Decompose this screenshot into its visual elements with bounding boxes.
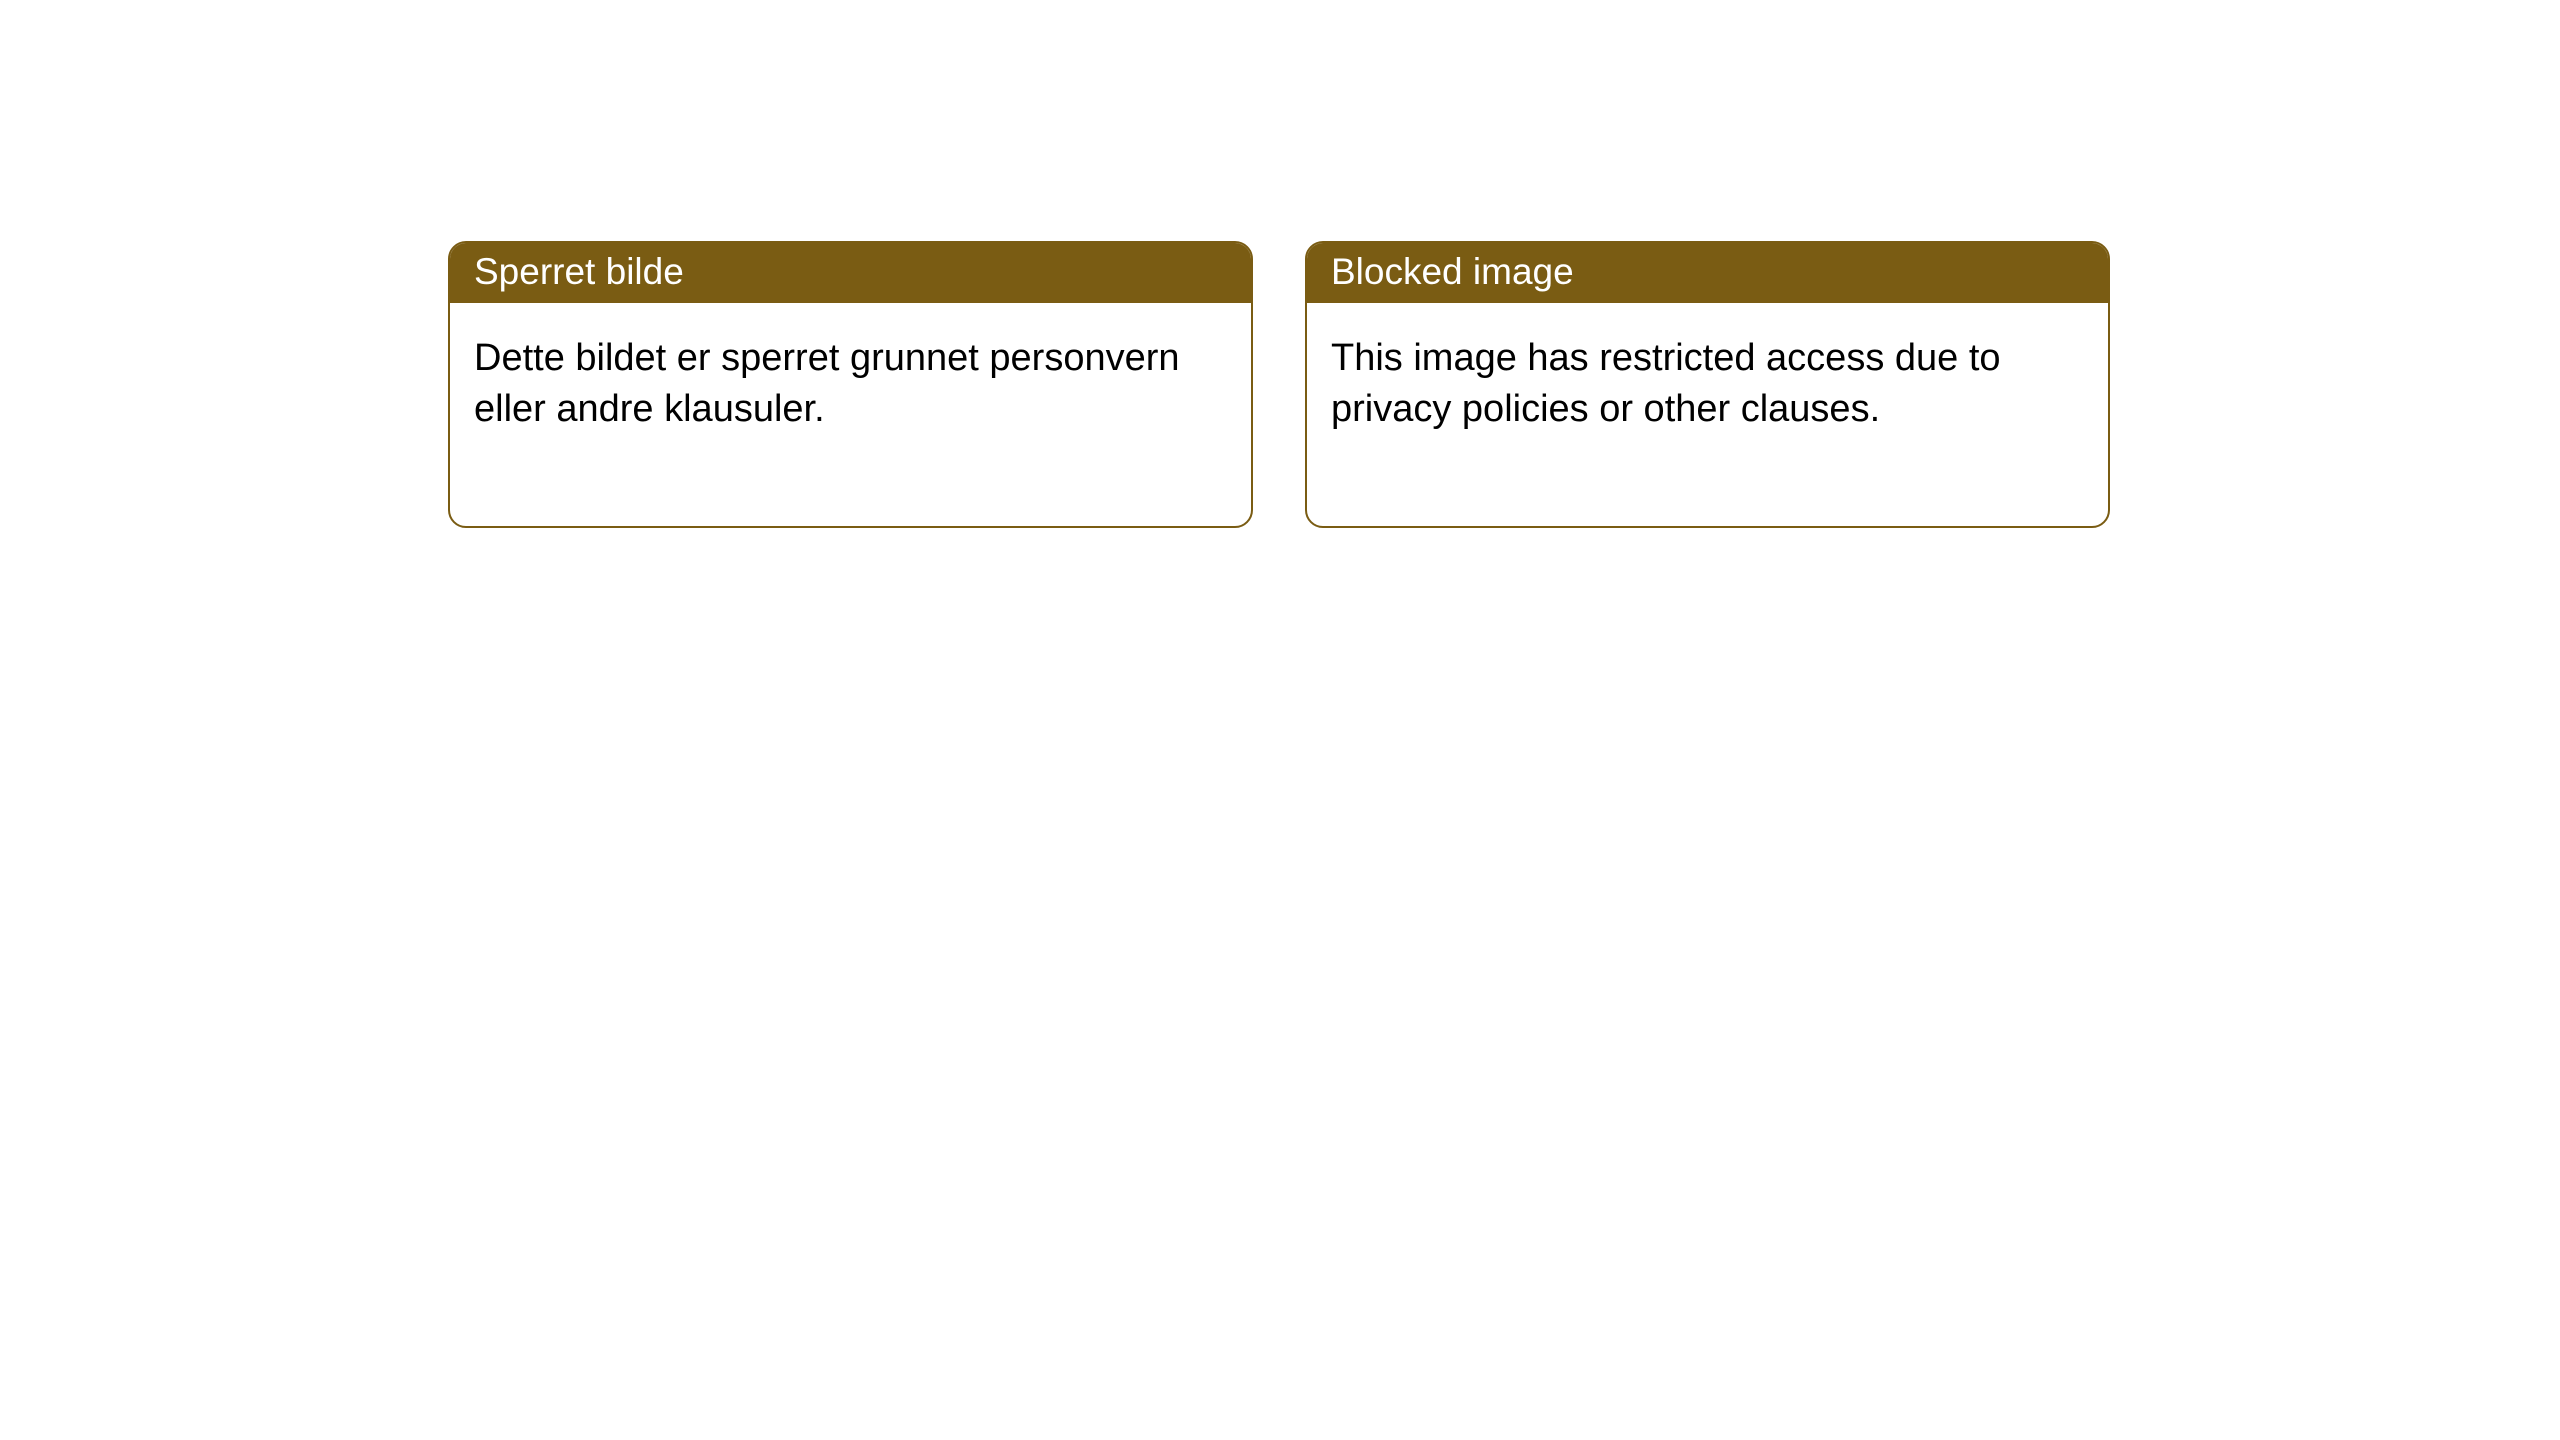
notice-title: Sperret bilde: [450, 243, 1251, 303]
notice-card-norwegian: Sperret bilde Dette bildet er sperret gr…: [448, 241, 1253, 528]
notice-body: This image has restricted access due to …: [1307, 303, 2108, 526]
notice-container: Sperret bilde Dette bildet er sperret gr…: [448, 241, 2110, 528]
notice-card-english: Blocked image This image has restricted …: [1305, 241, 2110, 528]
notice-body: Dette bildet er sperret grunnet personve…: [450, 303, 1251, 526]
notice-title: Blocked image: [1307, 243, 2108, 303]
